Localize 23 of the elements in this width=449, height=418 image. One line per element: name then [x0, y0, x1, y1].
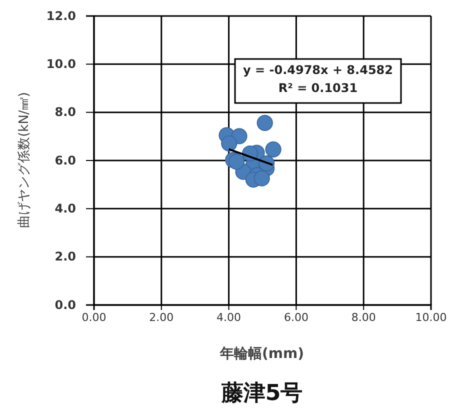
y-tick-label: 10.0: [46, 57, 76, 72]
x-tick-label: 0.00: [82, 310, 106, 324]
point: [256, 114, 273, 131]
point: [265, 141, 282, 158]
annotation: R² = 0.1031: [278, 81, 358, 95]
point: [254, 170, 270, 186]
point: [228, 154, 245, 170]
y-tick-label: 12.0: [46, 8, 76, 23]
y-tick-label: 8.0: [54, 105, 76, 120]
y-tick-label: 4.0: [54, 202, 76, 216]
x-tick-label: 10.00: [415, 310, 447, 324]
y-tick-label: 2.0: [54, 250, 76, 264]
x-tick-label: 8.00: [351, 310, 376, 324]
x-axis-title: 年輪幅(mm): [219, 346, 304, 362]
y-tick-label: 6.0: [54, 153, 76, 168]
point: [221, 135, 238, 152]
y-axis-title: 曲げヤング係数(kN/㎟): [17, 92, 32, 228]
x-tick-label: 6.00: [284, 310, 308, 324]
x-tick-label: 4.00: [216, 310, 242, 324]
x-tick-label: 2.00: [149, 310, 174, 324]
y-tick-label: 0.0: [54, 298, 76, 312]
text: 藤津5号: [220, 381, 303, 406]
annotation: y = -0.4978x + 8.4582: [243, 63, 393, 77]
